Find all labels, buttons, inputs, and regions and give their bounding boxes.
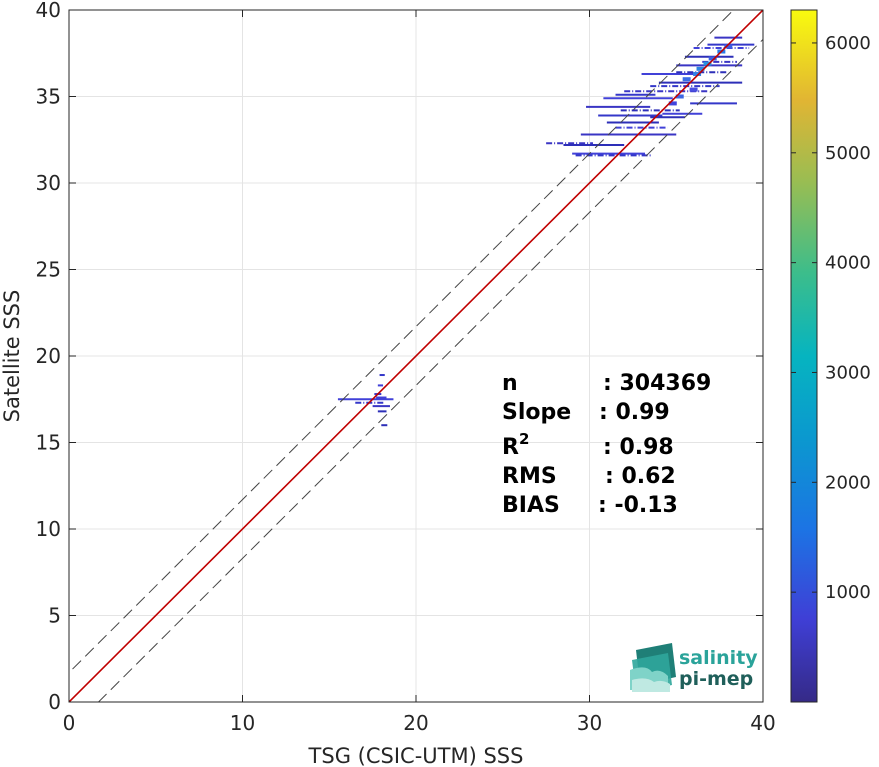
density-cell-9 [693,72,702,77]
y-tick-label-3: 15 [36,431,61,455]
x-tick-label-1: 10 [230,711,255,735]
y-tick-label-5: 25 [36,258,61,282]
colorbar-tick-label-1: 2000 [825,472,871,493]
stat-value-1: : 0.99 [599,400,670,425]
y-tick-label-0: 0 [48,690,61,714]
y-tick-label-4: 20 [36,344,61,368]
stat-value-2: : 0.98 [603,435,674,460]
density-cell-6 [703,61,712,66]
stat-label-1: Slope [502,400,571,425]
x-tick-label-4: 40 [750,711,775,735]
colorbar-tick-label-2: 3000 [825,362,871,383]
y-axis-title: Satellite SSS [0,290,24,423]
density-cell-1 [696,66,705,71]
y-tick-label-1: 5 [48,604,61,628]
stat-label-3: RMS [502,464,557,489]
colorbar-ticks: 1000 2000 3000 4000 5000 6000 [791,33,871,603]
colorbar-tick-label-3: 4000 [825,253,871,274]
reference-lines [69,10,763,702]
y-tick-label-2: 10 [36,517,61,541]
y-tick-label-6: 30 [36,171,61,195]
colorbar-tick-label-4: 5000 [825,143,871,164]
logo-line1: salinity [679,647,758,669]
density-cell-0 [682,77,691,82]
x-tick-label-2: 20 [403,711,428,735]
salinity-pi-mep-logo: salinity pi-mep [630,643,758,692]
x-axis-title: TSG (CSIC-UTM) SSS [308,744,524,767]
logo-line2: pi-mep [679,668,753,690]
stat-value-3: : 0.62 [605,464,676,489]
density-cell-5 [675,94,684,99]
density-cell-2 [708,56,717,61]
stat-sup-2: 2 [519,430,529,448]
stat-value-0: : 304369 [603,371,711,396]
colorbar-tick-label-0: 1000 [825,582,871,603]
x-tick-label-0: 0 [63,711,76,735]
stat-label-0: n [502,371,518,396]
density-cell-3 [689,87,698,92]
axis-ticks: 0 10 20 30 40 0 5 10 15 20 25 30 35 40 [36,0,776,735]
y-tick-label-8: 40 [36,0,61,22]
reference-line-0 [69,10,763,702]
density-cell-7 [668,101,677,106]
density-cell-8 [724,44,733,49]
stat-value-4: : -0.13 [598,493,678,518]
y-tick-label-7: 35 [36,85,61,109]
colorbar-tick-label-5: 6000 [825,33,871,54]
data-marks [337,36,755,427]
stat-label-4: BIAS [502,493,560,518]
x-tick-label-3: 30 [577,711,602,735]
logo-mark [630,643,676,692]
colorbar [790,9,818,703]
